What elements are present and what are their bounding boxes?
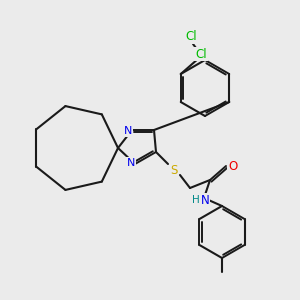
Text: S: S [170, 164, 178, 176]
Text: O: O [228, 160, 238, 172]
Text: H: H [192, 195, 200, 205]
Text: N: N [127, 158, 135, 168]
Text: N: N [201, 194, 209, 206]
Text: Cl: Cl [195, 47, 207, 61]
Text: Cl: Cl [185, 31, 197, 44]
Text: N: N [124, 126, 132, 136]
